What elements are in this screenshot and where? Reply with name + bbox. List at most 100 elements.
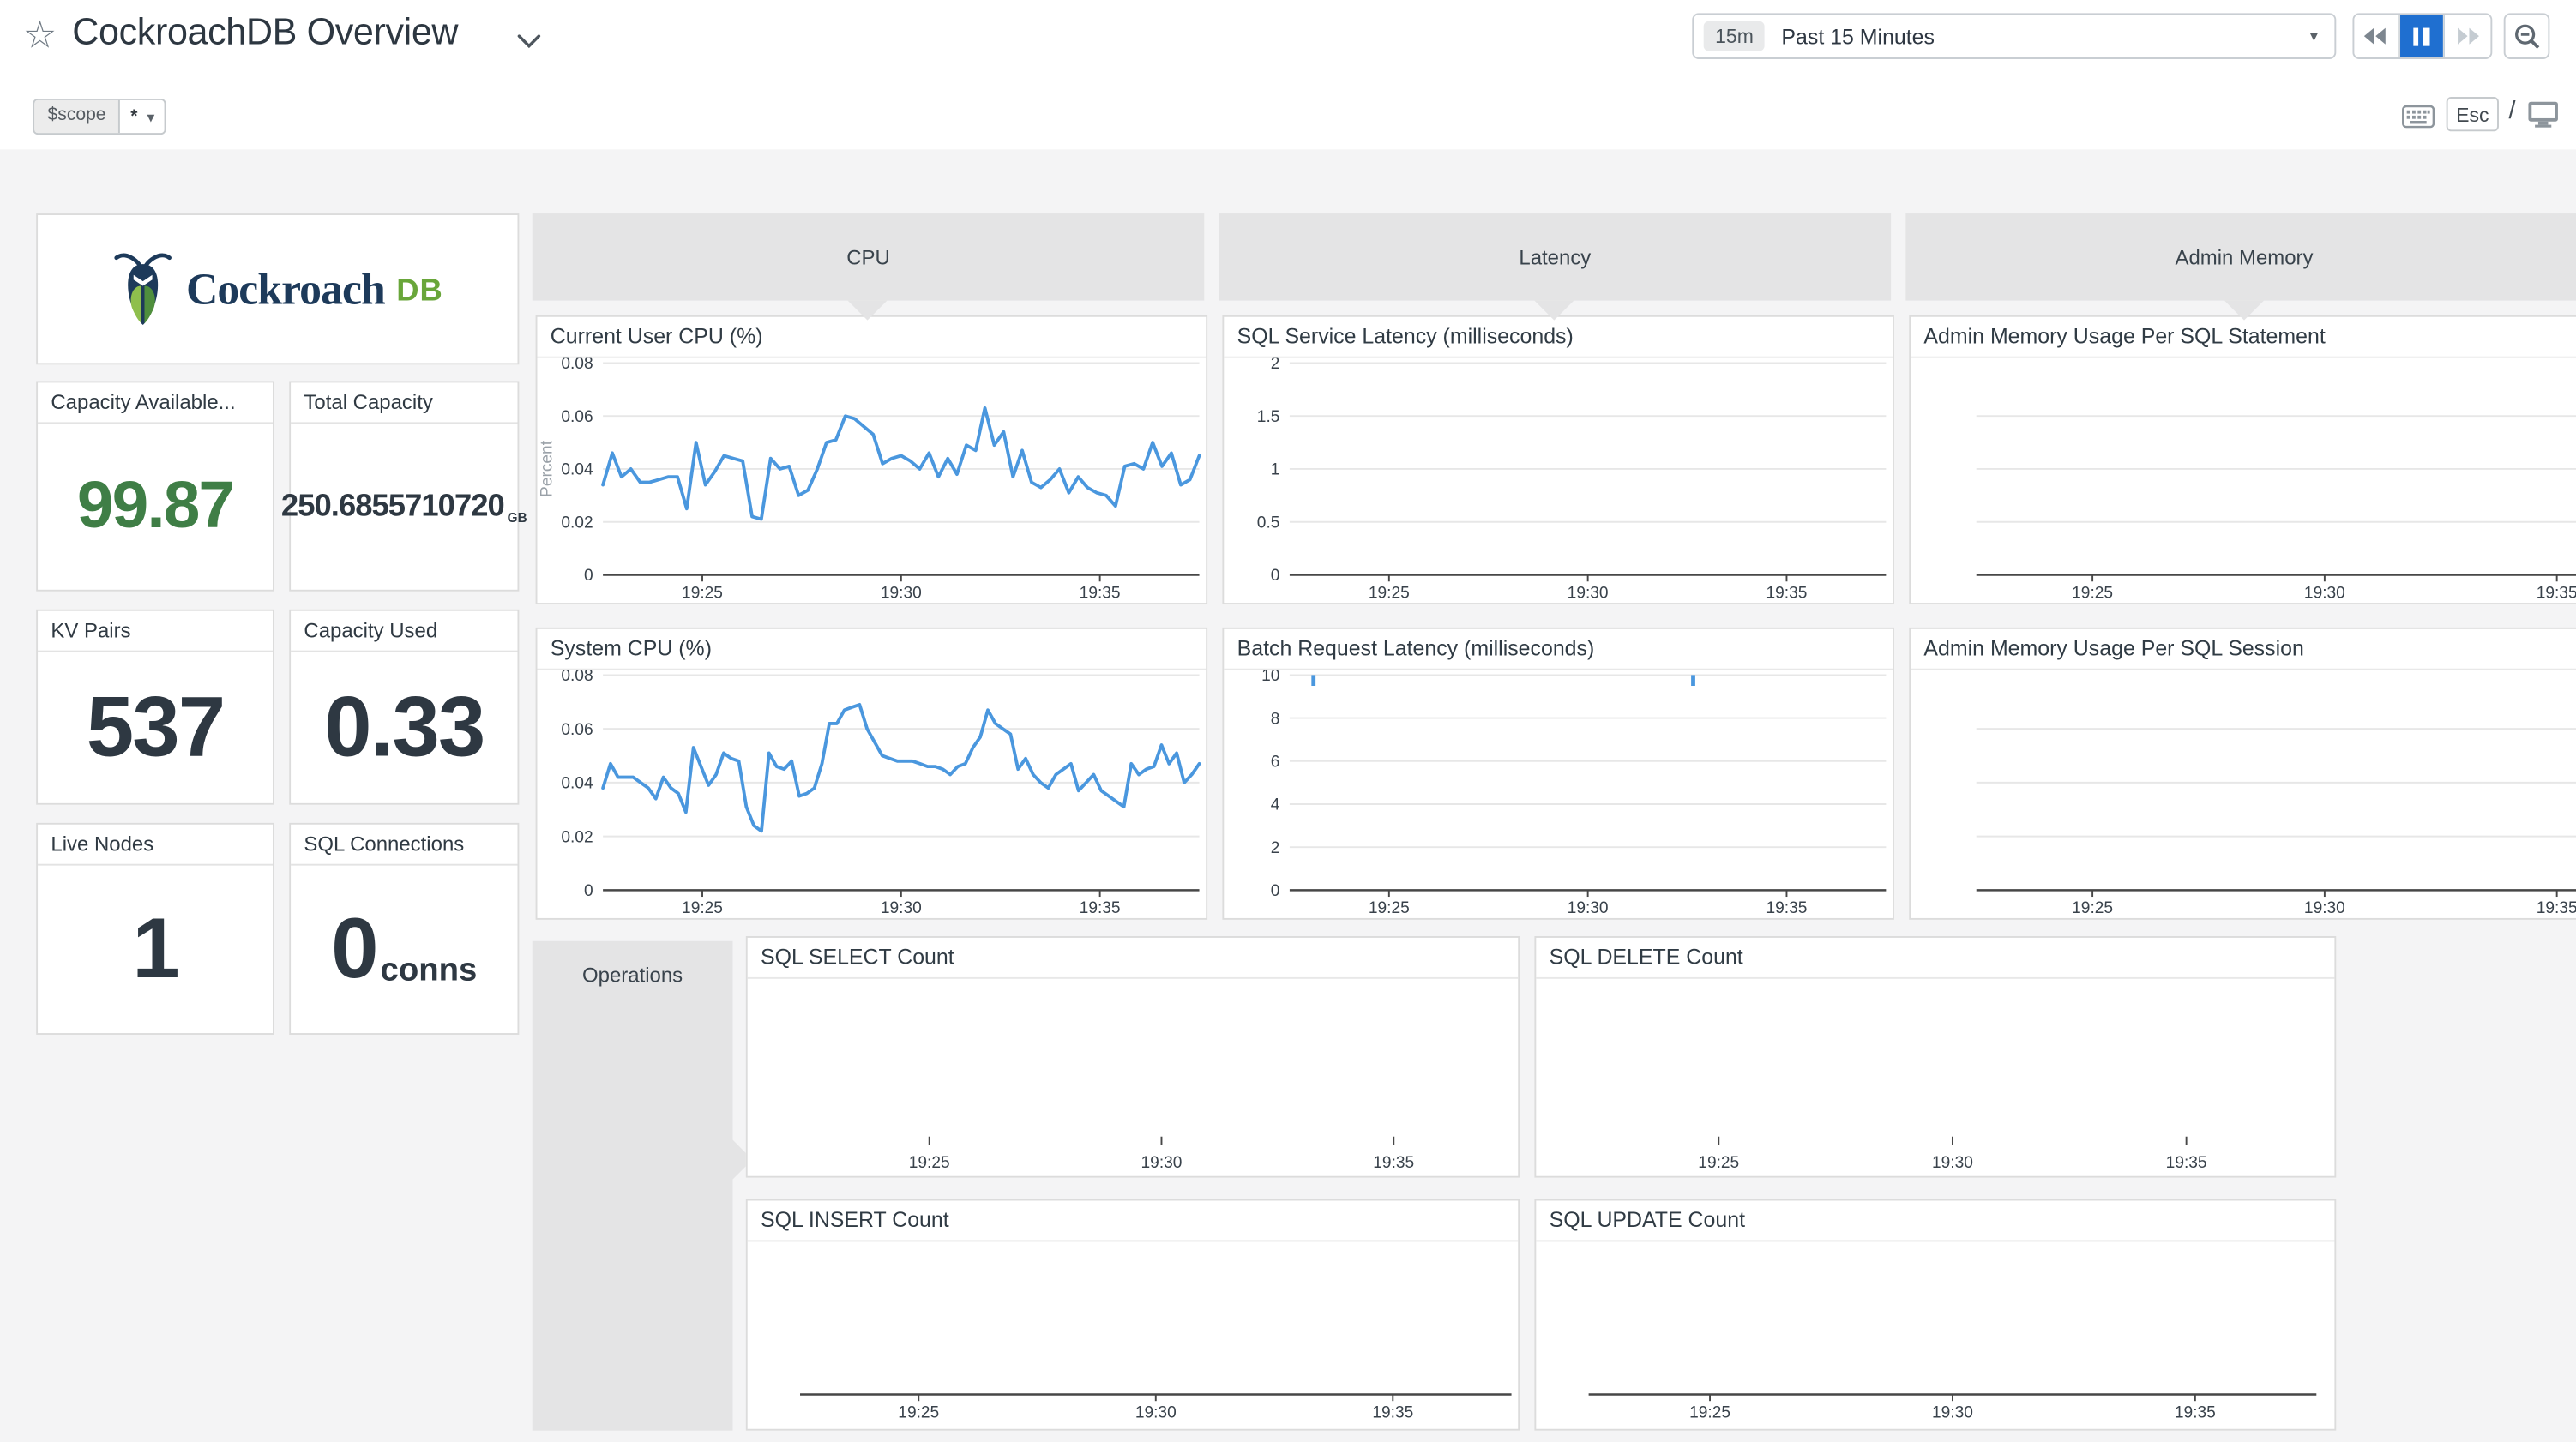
chart-card-sql-insert-count[interactable]: SQL INSERT Count 19:25 19:30 19:35 xyxy=(745,1199,1520,1431)
svg-text:19:30: 19:30 xyxy=(881,899,922,917)
chart-plot[interactable]: 0 2 4 6 8 10 19:25 19:30 19:35 xyxy=(1224,670,1893,918)
stat-card-title: Total Capacity xyxy=(291,382,518,424)
time-range-label: Past 15 Minutes xyxy=(1781,23,1935,49)
svg-text:19:35: 19:35 xyxy=(2537,584,2576,602)
stat-value: 99.87 xyxy=(76,469,235,543)
pause-button[interactable] xyxy=(2399,15,2446,58)
logo-text-secondary: DB xyxy=(396,273,443,309)
group-label: Admin Memory xyxy=(2175,245,2314,269)
stat-card-capacity-used[interactable]: Capacity Used 0.33 xyxy=(289,609,520,805)
svg-text:0.04: 0.04 xyxy=(561,461,593,479)
svg-text:19:30: 19:30 xyxy=(1141,1154,1183,1172)
chart-plot[interactable]: 19:25 19:30 19:35 xyxy=(748,979,1519,1176)
chart-plot[interactable]: 0 0.02 0.04 0.06 0.08 19:25 19:30 19:35 Percent xyxy=(537,358,1206,603)
chart-card-current-user-cpu[interactable]: Current User CPU (%) 0 0.02 0.04 0.06 0.08 19… xyxy=(535,315,1208,605)
stat-card-title: SQL Connections xyxy=(291,825,518,866)
scope-value: * xyxy=(130,106,138,127)
chart-plot[interactable]: 19:25 19:30 19:35 xyxy=(1536,979,2334,1176)
svg-text:10: 10 xyxy=(1261,670,1279,685)
group-header-operations[interactable]: Operations xyxy=(532,940,753,1431)
stat-value: 0.33 xyxy=(324,680,485,776)
scope-value-select[interactable]: * ▾ xyxy=(121,100,164,133)
stat-card-capacity-available[interactable]: Capacity Available... 99.87 xyxy=(36,381,274,592)
svg-text:0.06: 0.06 xyxy=(561,408,593,426)
svg-text:19:25: 19:25 xyxy=(1698,1154,1739,1172)
magnifier-minus-icon xyxy=(2514,23,2539,48)
svg-text:19:25: 19:25 xyxy=(1369,584,1410,602)
svg-text:19:35: 19:35 xyxy=(2175,1403,2216,1421)
chart-plot[interactable]: 19:25 19:30 19:35 xyxy=(1911,358,2576,603)
zoom-out-button[interactable] xyxy=(2503,13,2550,59)
svg-text:19:25: 19:25 xyxy=(898,1403,939,1421)
stat-card-total-capacity[interactable]: Total Capacity 250.6855710720 GB xyxy=(281,381,527,592)
svg-text:19:35: 19:35 xyxy=(2537,899,2576,917)
chart-title: SQL INSERT Count xyxy=(747,1200,1519,1242)
fast-forward-button[interactable] xyxy=(2445,15,2490,57)
rewind-button[interactable] xyxy=(2354,15,2400,58)
favorite-star-icon[interactable]: ☆ xyxy=(22,13,57,57)
fullscreen-monitor-icon[interactable] xyxy=(2527,100,2560,129)
title-chevron-down-icon[interactable] xyxy=(516,33,543,49)
svg-text:Percent: Percent xyxy=(539,440,557,497)
chart-title: SQL DELETE Count xyxy=(1536,938,2335,979)
chart-card-sql-select-count[interactable]: SQL SELECT Count 19:25 19:30 19:35 xyxy=(745,936,1520,1178)
svg-text:19:30: 19:30 xyxy=(2304,899,2345,917)
svg-text:19:30: 19:30 xyxy=(881,584,922,602)
group-header-cpu[interactable]: CPU xyxy=(532,213,1205,301)
svg-text:6: 6 xyxy=(1271,753,1280,771)
template-variable-scope[interactable]: $scope * ▾ xyxy=(33,98,166,135)
svg-text:19:30: 19:30 xyxy=(1568,899,1609,917)
stat-card-title: KV Pairs xyxy=(38,611,274,652)
stat-card-kv-pairs[interactable]: KV Pairs 537 xyxy=(36,609,274,805)
esc-key-button[interactable]: Esc xyxy=(2446,97,2499,132)
stat-card-title: Capacity Available... xyxy=(38,382,274,424)
chart-plot[interactable]: 19:25 19:30 19:35 xyxy=(1911,670,2576,918)
svg-text:19:35: 19:35 xyxy=(1766,899,1808,917)
stat-value: 250.6855710720 xyxy=(280,488,505,524)
svg-text:19:35: 19:35 xyxy=(1372,1403,1413,1421)
svg-text:19:30: 19:30 xyxy=(2304,584,2345,602)
chart-card-sql-delete-count[interactable]: SQL DELETE Count 19:25 19:30 19:35 xyxy=(1534,936,2337,1178)
group-header-latency[interactable]: Latency xyxy=(1219,213,1892,301)
group-header-admin-memory[interactable]: Admin Memory xyxy=(1905,213,2576,301)
chart-plot[interactable]: 19:25 19:30 19:35 xyxy=(748,1241,1519,1428)
svg-text:19:25: 19:25 xyxy=(909,1154,950,1172)
stat-card-live-nodes[interactable]: Live Nodes 1 xyxy=(36,822,274,1035)
stat-unit: conns xyxy=(380,952,478,988)
svg-text:19:25: 19:25 xyxy=(682,899,723,917)
chart-plot[interactable]: 0 0.5 1 1.5 2 19:25 19:30 19:35 xyxy=(1224,358,1893,603)
time-range-picker[interactable]: 15m Past 15 Minutes ▾ xyxy=(1692,13,2337,59)
svg-text:4: 4 xyxy=(1271,796,1280,814)
logo-card: Cockroach DB xyxy=(36,213,520,365)
chart-title: Admin Memory Usage Per SQL Statement xyxy=(1911,317,2576,358)
chart-card-system-cpu[interactable]: System CPU (%) 0 0.02 0.04 0.06 0.08 19:25 19:… xyxy=(535,627,1208,920)
chart-card-admin-memory-session[interactable]: Admin Memory Usage Per SQL Session 19:25… xyxy=(1909,627,2576,920)
svg-text:19:35: 19:35 xyxy=(1766,584,1808,602)
keyboard-icon[interactable] xyxy=(2402,105,2435,129)
svg-text:1.5: 1.5 xyxy=(1257,408,1280,426)
chart-card-batch-request-latency[interactable]: Batch Request Latency (milliseconds) 0 2 4… xyxy=(1222,627,1894,920)
svg-text:19:25: 19:25 xyxy=(682,584,723,602)
chart-plot[interactable]: 19:25 19:30 19:35 xyxy=(1536,1241,2334,1428)
svg-text:0.5: 0.5 xyxy=(1257,514,1280,532)
svg-text:19:35: 19:35 xyxy=(1080,584,1121,602)
stat-card-sql-connections[interactable]: SQL Connections 0 conns xyxy=(289,822,520,1035)
chart-plot[interactable]: 0 0.02 0.04 0.06 0.08 19:25 19:30 19:35 xyxy=(537,670,1206,918)
chart-title: Batch Request Latency (milliseconds) xyxy=(1224,629,1893,670)
chart-card-admin-memory-statement[interactable]: Admin Memory Usage Per SQL Statement 19:… xyxy=(1909,315,2576,605)
chart-title: SQL SELECT Count xyxy=(747,938,1519,979)
chart-card-sql-update-count[interactable]: SQL UPDATE Count 19:25 19:30 19:35 xyxy=(1534,1199,2337,1431)
svg-text:0.02: 0.02 xyxy=(561,514,593,532)
svg-text:19:35: 19:35 xyxy=(1080,899,1121,917)
stat-value: 0 xyxy=(331,901,378,997)
chart-card-sql-service-latency[interactable]: SQL Service Latency (milliseconds) 0 0.5 1… xyxy=(1222,315,1894,605)
stat-card-title: Live Nodes xyxy=(38,825,274,866)
logo-text-primary: Cockroach xyxy=(185,263,386,313)
time-playback-controls xyxy=(2352,13,2493,59)
svg-text:8: 8 xyxy=(1271,710,1280,728)
svg-text:19:25: 19:25 xyxy=(1369,899,1410,917)
svg-text:19:30: 19:30 xyxy=(1135,1403,1177,1421)
svg-text:0.02: 0.02 xyxy=(561,828,593,846)
time-range-badge: 15m xyxy=(1703,21,1766,51)
